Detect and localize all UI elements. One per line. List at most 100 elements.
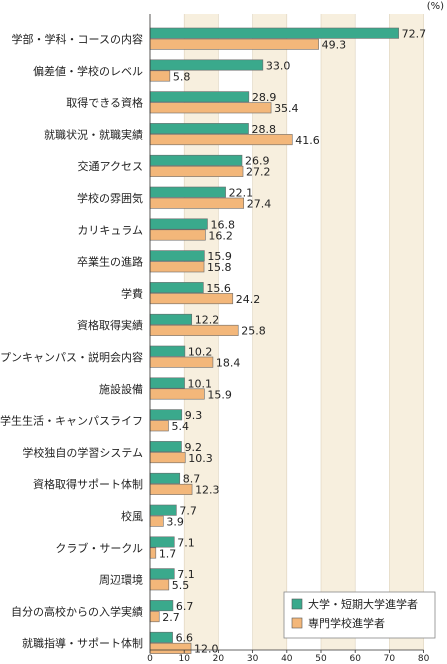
value-label: 15.9	[207, 250, 232, 263]
x-tick-label: 80	[418, 654, 430, 664]
value-label: 5.5	[172, 579, 190, 592]
bar-vocational	[149, 579, 170, 591]
bar-university	[149, 27, 399, 39]
value-label: 16.8	[210, 218, 235, 231]
value-label: 28.8	[251, 123, 276, 136]
bar-university	[149, 154, 243, 166]
bar-university	[149, 441, 182, 453]
bar-vocational	[149, 324, 239, 336]
value-label: 1.7	[159, 547, 177, 560]
legend-swatch-university	[291, 598, 303, 610]
value-label: 24.2	[236, 293, 261, 306]
value-label: 7.1	[177, 536, 195, 549]
category-labels: 学部・学科・コースの内容偏差値・学校のレベル取得できる資格就職状況・就職実績交通…	[0, 32, 143, 650]
value-label: 35.4	[274, 102, 299, 115]
value-label: 41.6	[295, 134, 320, 147]
bar-vocational	[149, 611, 160, 623]
bar-vocational	[149, 420, 169, 432]
value-labels: 72.7 49.3 33.0 5.8 28.935.4 28.8 41.6 26.927.2 2…	[159, 28, 426, 656]
legend-box	[283, 591, 436, 639]
category-label: 自分の高校からの入学実績	[11, 604, 143, 618]
value-label: 10.3	[188, 452, 213, 465]
background-bands	[184, 14, 424, 650]
bar-vocational	[149, 38, 319, 50]
bar-university	[149, 345, 186, 357]
value-label: 16.2	[208, 229, 233, 242]
value-label: 27.2	[246, 166, 270, 179]
bar-vocational	[149, 388, 205, 400]
x-tick-label: 10	[178, 654, 190, 664]
value-label: 3.9	[166, 516, 184, 529]
bar-university	[149, 218, 208, 230]
value-label: 5.4	[171, 420, 189, 433]
category-label: 卒業生の進路	[77, 255, 143, 269]
category-label: 学費	[121, 286, 143, 300]
category-label: 周辺環境	[99, 573, 143, 587]
value-label: 10.1	[188, 377, 213, 390]
legend-label-vocational: 専門学校進学者	[308, 616, 385, 630]
bar-university	[149, 282, 204, 294]
bars	[149, 27, 399, 654]
band-30-40	[252, 14, 287, 650]
x-tick-label: 30	[247, 654, 259, 664]
bar-university	[149, 91, 250, 103]
bar-vocational	[149, 515, 164, 527]
legend-label-university: 大学・短期大学進学者	[308, 597, 418, 611]
bar-university	[149, 313, 193, 325]
category-label: 偏差値・学校のレベル	[33, 64, 143, 78]
bar-vocational	[149, 483, 193, 495]
value-label: 15.9	[207, 388, 232, 401]
value-label: 33.0	[266, 59, 291, 72]
bar-vocational	[149, 452, 186, 464]
x-tick-label: 60	[349, 654, 361, 664]
bar-university	[149, 568, 175, 580]
value-label: 22.1	[229, 187, 254, 200]
x-axis: 0 10 20 30 40 50 60 70 80	[147, 14, 430, 664]
category-label: カリキュラム	[77, 224, 143, 237]
bar-university	[149, 600, 174, 612]
value-label: 12.2	[195, 314, 220, 327]
value-label: 9.2	[184, 441, 202, 454]
bar-university	[149, 504, 177, 516]
category-label: 交通アクセス	[78, 159, 143, 173]
value-label: 12.3	[195, 484, 220, 497]
value-label: 15.6	[206, 282, 231, 295]
x-tick-label: 50	[315, 654, 327, 664]
value-label: 27.4	[247, 198, 272, 211]
value-label: 7.1	[177, 568, 195, 581]
value-label: 12.0	[194, 643, 219, 656]
value-label: 18.4	[216, 357, 241, 370]
legend: 大学・短期大学進学者 専門学校進学者	[283, 591, 436, 639]
bar-vocational	[149, 70, 171, 82]
legend-swatch-vocational	[291, 617, 303, 629]
category-label: 就職指導・サポート体制	[22, 636, 143, 650]
bar-vocational	[149, 547, 157, 559]
bar-vocational	[149, 102, 272, 114]
value-label: 26.9	[245, 155, 269, 168]
value-label: 6.7	[176, 600, 194, 613]
value-label: 5.8	[173, 70, 191, 83]
unit-label: (%)	[427, 1, 444, 12]
bar-university	[149, 123, 249, 135]
value-label: 25.8	[241, 325, 266, 338]
bar-university	[149, 377, 185, 389]
value-label: 28.9	[252, 91, 277, 104]
x-tick-label: 70	[384, 654, 396, 664]
value-label: 7.7	[179, 505, 197, 518]
category-label: 校風	[121, 509, 143, 523]
bar-vocational	[149, 165, 244, 177]
band-70-80	[389, 14, 424, 650]
bar-university	[149, 536, 175, 548]
x-tick-label: 0	[147, 654, 153, 664]
category-label: 取得できる資格	[66, 96, 143, 110]
x-tick-label: 20	[213, 654, 225, 664]
bar-university	[149, 186, 226, 198]
bar-vocational	[149, 293, 234, 305]
bar-vocational	[149, 642, 192, 654]
value-label: 49.3	[322, 39, 347, 52]
category-label: オープンキャンパス・説明会内容	[0, 350, 143, 364]
category-label: 学生生活・キャンパスライフ	[0, 414, 143, 428]
bar-university	[149, 59, 264, 71]
category-label: 就職状況・就職実績	[44, 127, 143, 141]
